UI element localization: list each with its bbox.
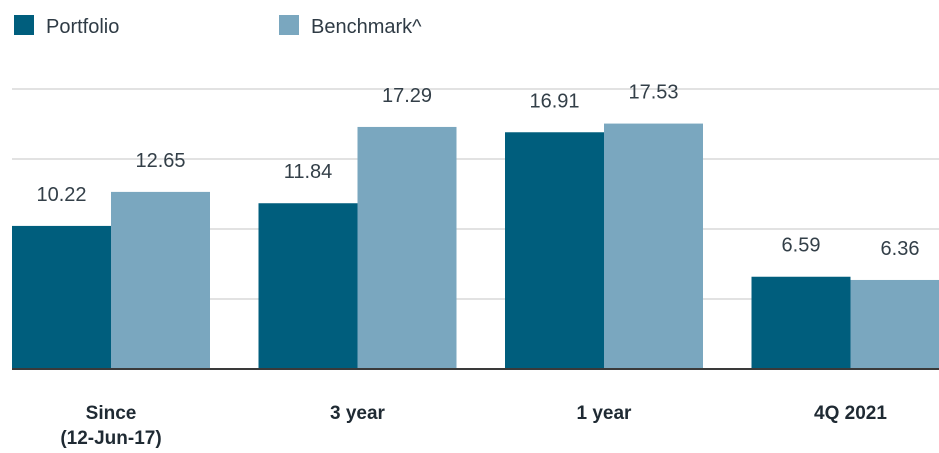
bar-0-1 [111,191,210,369]
data-label-3-1: 6.36 [881,238,920,260]
bar-1-1 [357,126,457,369]
bars [12,123,939,369]
legend: Portfolio Benchmark^ [14,15,422,38]
bar-1-0 [258,203,358,369]
data-label-2-1: 17.53 [628,82,678,104]
legend-label-0: Portfolio [46,16,119,38]
data-label-1-0: 11.84 [284,161,333,183]
category-label-0: Since [86,403,137,424]
data-label-3-0: 6.59 [782,235,821,257]
category-label-0-line1: (12-Jun-17) [60,428,161,449]
legend-swatch-1 [279,15,299,35]
bar-3-0 [751,276,851,369]
bar-0-0 [12,225,111,369]
legend-swatch-0 [14,15,34,35]
data-label-0-0: 10.22 [36,184,86,206]
category-label-1: 3 year [330,403,386,424]
bar-2-1 [604,123,703,369]
bar-3-1 [850,279,939,369]
data-label-2-0: 16.91 [529,90,579,112]
x-axis: Since (12-Jun-17) 3 year 1 year 4Q 2021 [12,368,939,449]
category-label-3: 4Q 2021 [814,403,887,424]
bar-2-0 [505,132,604,369]
category-label-2: 1 year [577,403,633,424]
legend-label-1: Benchmark^ [311,16,422,38]
data-label-0-1: 12.65 [135,150,185,172]
data-labels: 10.22 12.65 11.84 17.29 16.91 17.53 6.59 6.36 [36,82,919,260]
data-label-1-1: 17.29 [382,85,432,107]
